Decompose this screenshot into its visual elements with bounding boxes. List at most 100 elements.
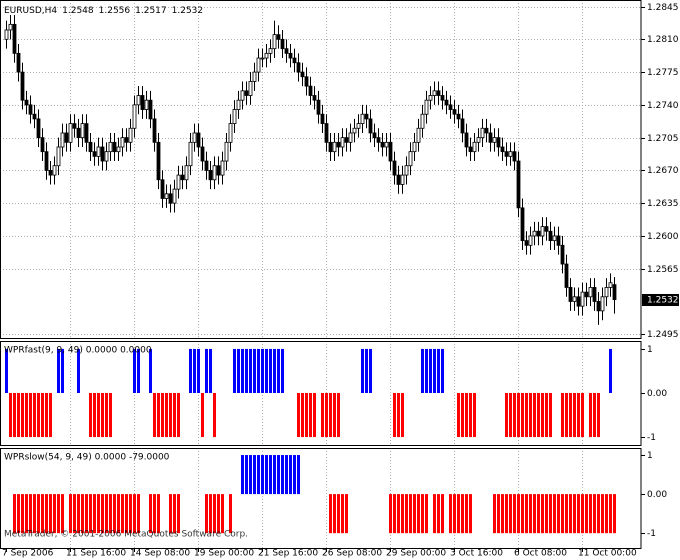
candle-body	[72, 123, 77, 129]
candle-body	[116, 146, 121, 153]
candle-body	[548, 230, 553, 242]
histogram-bar	[529, 494, 532, 534]
candle-body	[520, 207, 525, 242]
histogram-bar	[297, 393, 300, 438]
histogram-bar	[93, 494, 96, 534]
candle-body	[88, 141, 93, 153]
histogram-bar	[593, 393, 596, 438]
histogram-bar	[17, 393, 20, 438]
histogram-bar	[241, 455, 244, 495]
y-tick-label: -1	[647, 433, 656, 443]
histogram-bar	[497, 494, 500, 534]
histogram-bar	[177, 393, 180, 438]
candle-body	[384, 141, 389, 148]
candle-body	[608, 282, 613, 288]
y-tick-label: 1.2565	[647, 265, 679, 275]
histogram-bar	[417, 494, 420, 534]
histogram-bar	[609, 348, 612, 393]
candle-body	[8, 23, 13, 31]
histogram-bar	[133, 348, 136, 393]
x-tick-label: 26 Sep 08:00	[322, 549, 382, 559]
candle-body	[428, 95, 433, 101]
histogram-bar	[213, 393, 216, 438]
candle-body	[36, 118, 41, 139]
histogram-bar	[329, 393, 332, 438]
histogram-bar	[437, 348, 440, 393]
candle-body	[544, 226, 549, 232]
candle-body	[488, 132, 493, 143]
candle-body	[392, 160, 397, 176]
histogram-bar	[517, 393, 520, 438]
candle-body	[192, 132, 197, 143]
histogram-bar	[133, 494, 136, 534]
candle-body	[380, 141, 385, 148]
y-tick-label: 1.2635	[647, 199, 679, 209]
histogram-bar	[253, 348, 256, 393]
histogram-bar	[541, 494, 544, 534]
histogram-bar	[393, 494, 396, 534]
candle-body	[400, 174, 405, 185]
candle-body	[404, 165, 409, 176]
candle-body	[296, 62, 301, 73]
histogram-bar	[273, 348, 276, 393]
candle-body	[276, 34, 281, 40]
histogram-bar	[545, 494, 548, 534]
histogram-bar	[233, 348, 236, 393]
histogram-bar	[9, 393, 12, 438]
x-tick-label: 7 Sep 2006	[2, 549, 54, 559]
candle-body	[12, 23, 17, 54]
histogram-bar	[553, 494, 556, 534]
histogram-bar	[549, 494, 552, 534]
candle-body	[508, 151, 513, 157]
histogram-bar	[405, 494, 408, 534]
histogram-bar	[533, 494, 536, 534]
candle-body	[176, 174, 181, 190]
candle-body	[140, 95, 145, 110]
candle-body	[516, 160, 521, 209]
candle-body	[132, 104, 137, 129]
candle-body	[196, 132, 201, 148]
candle-body	[484, 127, 489, 134]
histogram-bar	[269, 455, 272, 495]
candle-body	[208, 170, 213, 181]
candle-body	[212, 165, 217, 181]
histogram-bar	[541, 393, 544, 438]
candle-body	[204, 160, 209, 171]
histogram-bar	[421, 348, 424, 393]
histogram-bar	[329, 494, 332, 534]
histogram-bar	[89, 393, 92, 438]
candle-body	[316, 99, 321, 115]
candle-body	[476, 137, 481, 143]
candle-body	[344, 137, 349, 143]
histogram-bar	[509, 494, 512, 534]
histogram-bar	[469, 494, 472, 534]
candle-body	[260, 57, 265, 60]
candle-body	[188, 141, 193, 167]
histogram-bar	[113, 494, 116, 534]
candle-body	[528, 235, 533, 246]
histogram-bar	[425, 494, 428, 534]
x-tick-label: 11 Oct 00:00	[578, 549, 637, 559]
candle-body	[164, 193, 169, 199]
histogram-bar	[321, 393, 324, 438]
histogram-bar	[261, 455, 264, 495]
histogram-bar	[337, 393, 340, 438]
histogram-bar	[437, 494, 440, 534]
histogram-bar	[165, 393, 168, 438]
histogram-bar	[289, 455, 292, 495]
histogram-bar	[13, 494, 16, 534]
histogram-bar	[589, 393, 592, 438]
candle-body	[52, 165, 57, 176]
histogram-bar	[21, 393, 24, 438]
histogram-bar	[17, 494, 20, 534]
histogram-bar	[461, 494, 464, 534]
histogram-bar	[601, 494, 604, 534]
histogram-bar	[61, 494, 64, 534]
histogram-bar	[525, 494, 528, 534]
candle-body	[144, 99, 149, 110]
histogram-bar	[137, 494, 140, 534]
histogram-bar	[361, 348, 364, 393]
candle-body	[184, 165, 189, 181]
histogram-bar	[433, 494, 436, 534]
